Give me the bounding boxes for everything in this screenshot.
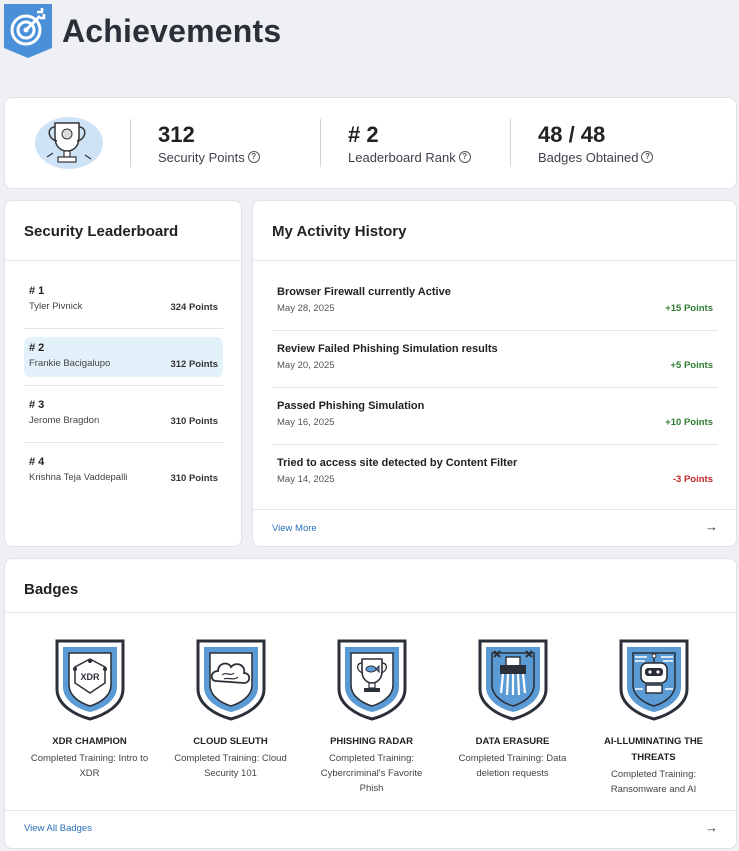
- badge-name: AI-LLUMINATING THE THREATS: [603, 736, 704, 763]
- stat-leaderboard-rank: # 2 Leaderboard Rank?: [320, 119, 510, 167]
- activity-item-date: May 20, 2025: [277, 360, 335, 371]
- stat-label: Badges Obtained?: [538, 150, 700, 165]
- leaderboard-name: Frankie Bacigalupo: [29, 358, 111, 369]
- divider: [5, 612, 736, 613]
- leaderboard-name: Tyler Pivnick: [29, 301, 83, 312]
- leaderboard-rank: # 1: [29, 285, 45, 297]
- activity-item-title: Browser Firewall currently Active: [277, 286, 451, 298]
- divider: [5, 260, 241, 261]
- activity-item-points: +10 Points: [665, 417, 713, 428]
- stat-label-text: Badges Obtained: [538, 149, 639, 165]
- view-all-badges-link[interactable]: View All Badges: [24, 823, 92, 834]
- activity-row: Browser Firewall currently Active May 28…: [272, 280, 718, 324]
- page-title: Achievements: [62, 12, 282, 49]
- badge-item[interactable]: XDR XDR CHAMPION Completed Training: Int…: [19, 637, 160, 797]
- badge-description: Completed Training: Intro to XDR: [30, 753, 149, 779]
- activity-item-date: May 28, 2025: [277, 303, 335, 314]
- leaderboard-title: Security Leaderboard: [24, 223, 179, 240]
- stat-label: Leaderboard Rank?: [348, 150, 510, 165]
- activity-card: My Activity History Browser Firewall cur…: [252, 200, 737, 547]
- divider: [24, 320, 223, 337]
- activity-item-date: May 14, 2025: [277, 474, 335, 485]
- badge-name: DATA ERASURE: [475, 736, 550, 747]
- activity-item-points: -3 Points: [672, 474, 713, 485]
- badge-item[interactable]: CLOUD SLEUTH Completed Training: Cloud S…: [160, 637, 301, 797]
- stat-label: Security Points?: [158, 150, 320, 165]
- badge-list: XDR XDR CHAMPION Completed Training: Int…: [19, 637, 725, 797]
- fish-trophy-badge-icon: [337, 639, 406, 721]
- badge-description: Completed Training: Data deletion reques…: [458, 753, 567, 779]
- badges-card: Badges XDR XDR CHAMPION Completed Traini…: [4, 558, 737, 849]
- stat-value: # 2: [348, 121, 379, 147]
- leaderboard-row: # 4 Krishna Teja Vaddepalli 310 Points: [24, 451, 223, 491]
- trophy-icon: [34, 117, 103, 169]
- leaderboard-rank: # 4: [29, 456, 45, 468]
- stats-card: 312 Security Points? # 2 Leaderboard Ran…: [4, 97, 737, 189]
- activity-row: Passed Phishing Simulation May 16, 2025 …: [272, 394, 718, 438]
- help-icon[interactable]: ?: [247, 151, 260, 163]
- activity-row: Review Failed Phishing Simulation result…: [272, 337, 718, 381]
- leaderboard-rank: # 3: [29, 399, 45, 411]
- activity-item-title: Review Failed Phishing Simulation result…: [277, 343, 498, 355]
- arrow-right-icon[interactable]: →: [705, 519, 718, 534]
- divider: [24, 377, 223, 394]
- activity-list: Browser Firewall currently Active May 28…: [272, 280, 718, 495]
- badge-item[interactable]: DATA ERASURE Completed Training: Data de…: [442, 637, 583, 797]
- badge-description: Completed Training: Cybercriminal's Favo…: [320, 753, 423, 794]
- divider: [272, 438, 718, 451]
- leaderboard-row: # 3 Jerome Bragdon 310 Points: [24, 394, 223, 434]
- leaderboard-row-current-user: # 2 Frankie Bacigalupo 312 Points: [24, 337, 223, 377]
- activity-item-points: +5 Points: [670, 360, 714, 371]
- divider: [24, 434, 223, 451]
- leaderboard-card: Security Leaderboard # 1 Tyler Pivnick 3…: [4, 200, 242, 547]
- stat-badges-obtained: 48 / 48 Badges Obtained?: [510, 119, 700, 167]
- divider: [5, 810, 736, 811]
- robot-badge-icon: [619, 639, 688, 721]
- badge-name: CLOUD SLEUTH: [193, 736, 268, 747]
- activity-item-points: +15 Points: [665, 303, 713, 314]
- badge-item[interactable]: PHISHING RADAR Completed Training: Cyber…: [301, 637, 442, 797]
- divider: [272, 381, 718, 394]
- help-icon[interactable]: ?: [458, 151, 471, 163]
- leaderboard-points: 324 Points: [170, 302, 218, 313]
- arrow-right-icon[interactable]: →: [705, 820, 718, 835]
- stat-value: 312: [158, 121, 195, 147]
- activity-item-date: May 16, 2025: [277, 417, 335, 428]
- target-logo-icon: [4, 4, 52, 58]
- badge-description: Completed Training: Cloud Security 101: [174, 753, 287, 779]
- leaderboard-points: 312 Points: [170, 359, 218, 370]
- view-more-link[interactable]: View More: [272, 523, 317, 534]
- badge-name: PHISHING RADAR: [330, 736, 413, 747]
- activity-item-title: Passed Phishing Simulation: [277, 400, 425, 412]
- cloud-brain-badge-icon: [196, 639, 265, 721]
- leaderboard-points: 310 Points: [170, 416, 218, 427]
- activity-item-title: Tried to access site detected by Content…: [277, 457, 518, 469]
- leaderboard-points: 310 Points: [170, 473, 218, 484]
- leaderboard-name: Krishna Teja Vaddepalli: [29, 472, 128, 483]
- leaderboard-name: Jerome Bragdon: [29, 415, 100, 426]
- trophy-illustration: [5, 97, 130, 189]
- help-icon[interactable]: ?: [641, 151, 654, 163]
- badge-name: XDR CHAMPION: [52, 736, 127, 747]
- badge-item[interactable]: AI-LLUMINATING THE THREATS Completed Tra…: [583, 637, 724, 797]
- shredder-badge-icon: [478, 639, 547, 721]
- leaderboard-rank: # 2: [29, 342, 45, 354]
- activity-row: Tried to access site detected by Content…: [272, 451, 718, 495]
- badge-description: Completed Training: Ransomware and AI: [610, 769, 697, 795]
- activity-title: My Activity History: [272, 223, 407, 240]
- leaderboard-list: # 1 Tyler Pivnick 324 Points # 2 Frankie…: [24, 280, 223, 491]
- xdr-shield-badge-icon: XDR: [55, 639, 124, 721]
- divider: [253, 260, 736, 261]
- badge-emblem-text: XDR: [80, 672, 100, 682]
- stat-label-text: Security Points: [158, 149, 245, 165]
- stat-security-points: 312 Security Points?: [130, 119, 320, 167]
- page-header: Achievements: [4, 4, 281, 58]
- divider: [272, 324, 718, 337]
- stat-value: 48 / 48: [538, 121, 606, 147]
- badges-title: Badges: [24, 581, 79, 598]
- stat-label-text: Leaderboard Rank: [348, 149, 456, 165]
- leaderboard-row: # 1 Tyler Pivnick 324 Points: [24, 280, 223, 320]
- divider: [253, 509, 736, 510]
